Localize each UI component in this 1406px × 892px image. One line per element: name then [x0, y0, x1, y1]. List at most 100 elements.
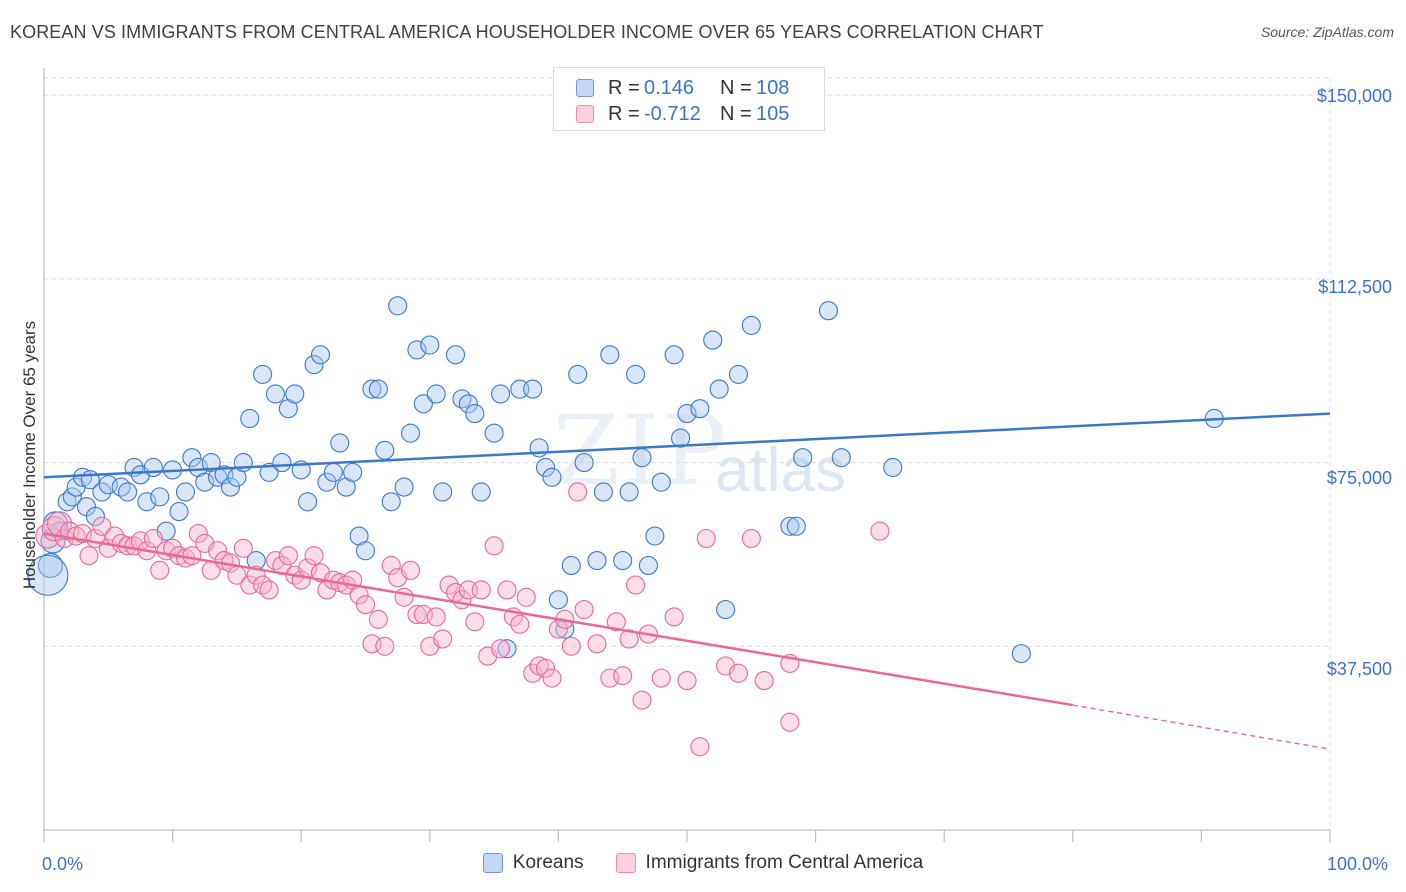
- korean-point: [111, 477, 131, 497]
- korean-point: [632, 448, 652, 468]
- korean-point: [619, 482, 639, 502]
- central-america-point: [394, 587, 414, 607]
- legend-item-koreans[interactable]: Koreans: [482, 852, 584, 874]
- korean-point: [484, 423, 504, 443]
- korean-point: [523, 379, 543, 399]
- central-america-point: [381, 555, 401, 576]
- central-america-point: [407, 604, 427, 624]
- korean-point: [265, 384, 286, 404]
- korean-point: [1011, 644, 1031, 664]
- central-america-point: [606, 612, 626, 632]
- korean-point: [587, 551, 607, 571]
- korean-point: [709, 379, 729, 399]
- korean-point: [490, 384, 511, 404]
- korean-point: [786, 516, 806, 536]
- central-america-point: [632, 690, 652, 710]
- korean-point: [394, 477, 414, 497]
- x-tick-label: 0.0%: [42, 854, 84, 874]
- central-america-point: [259, 580, 279, 600]
- y-tick-label: $75,000: [1326, 468, 1392, 488]
- korean-point: [150, 487, 170, 507]
- korean-point: [433, 482, 453, 502]
- central-america-point: [613, 666, 633, 686]
- legend-swatch-pink: [576, 105, 594, 123]
- korean-point: [253, 364, 273, 384]
- korean-point: [793, 448, 813, 468]
- korean-point: [304, 355, 324, 375]
- korean-point: [465, 404, 485, 424]
- central-america-point: [433, 629, 453, 649]
- korean-point: [690, 399, 710, 419]
- watermark-atlas: atlas: [715, 436, 846, 505]
- central-america-point: [150, 560, 170, 580]
- korean-point: [73, 467, 93, 487]
- korean-point: [272, 453, 292, 473]
- central-america-point: [728, 663, 748, 683]
- n-value: 108: [756, 76, 790, 99]
- korean-point: [568, 364, 588, 384]
- trend-line-central-america-extension: [1072, 704, 1331, 750]
- korean-point: [118, 482, 138, 502]
- central-america-point: [754, 671, 774, 691]
- korean-point: [818, 301, 839, 321]
- korean-point: [285, 384, 305, 404]
- central-america-point: [587, 634, 607, 654]
- korean-point: [741, 315, 761, 335]
- korean-point: [182, 448, 202, 468]
- korean-point: [542, 467, 562, 487]
- chart-title: KOREAN VS IMMIGRANTS FROM CENTRAL AMERIC…: [10, 22, 1044, 42]
- korean-point: [407, 340, 427, 360]
- central-america-point: [400, 560, 421, 580]
- central-america-point: [484, 536, 504, 556]
- series-koreans: [27, 296, 1224, 664]
- korean-point: [613, 551, 633, 571]
- korean-point: [298, 492, 318, 512]
- korean-point: [310, 345, 331, 365]
- r-value: -0.712: [644, 102, 701, 125]
- grid-lines: [44, 77, 1331, 830]
- korean-point: [143, 457, 163, 478]
- y-axis-label: Householder Income Over 65 years: [20, 320, 39, 590]
- correlation-legend: R = 0.146 N = 108 R = -0.712 N = 105: [553, 67, 825, 131]
- korean-point: [368, 379, 388, 399]
- korean-point: [780, 516, 800, 536]
- axes: [43, 68, 1331, 842]
- source-label: Source: ZipAtlas.com: [1260, 24, 1394, 40]
- r-label: R =: [608, 76, 640, 99]
- korean-point: [62, 487, 82, 507]
- legend-swatch-blue: [482, 853, 503, 873]
- korean-point: [362, 379, 382, 399]
- korean-point: [137, 492, 157, 512]
- korean-point: [343, 462, 363, 482]
- central-america-point: [561, 636, 581, 656]
- y-tick-label: $150,000: [1316, 86, 1392, 106]
- central-america-point: [375, 636, 395, 656]
- legend-row-central-america: R = -0.712 N = 105: [576, 102, 789, 126]
- central-america-point: [163, 538, 183, 558]
- korean-point: [445, 345, 466, 365]
- korean-point: [651, 472, 671, 492]
- korean-point: [37, 552, 63, 579]
- legend-row-koreans: R = 0.146 N = 108: [576, 76, 789, 100]
- korean-point: [883, 457, 903, 478]
- korean-point: [593, 482, 613, 502]
- central-america-point: [278, 546, 298, 566]
- korean-point: [420, 335, 440, 355]
- central-america-point: [143, 528, 163, 549]
- central-america-point: [690, 737, 710, 757]
- y-tick-label: $112,500: [1318, 277, 1392, 297]
- korean-point: [259, 462, 279, 482]
- korean-point: [323, 462, 343, 482]
- korean-point: [716, 599, 736, 620]
- legend-item-central-america[interactable]: Immigrants from Central America: [615, 852, 923, 874]
- central-america-point: [79, 546, 99, 566]
- series-legend: Koreans Immigrants from Central America: [0, 852, 1406, 874]
- korean-point: [728, 364, 748, 384]
- korean-point: [831, 448, 851, 468]
- korean-point: [664, 345, 684, 365]
- central-america-point: [870, 521, 890, 541]
- trend-line-central-america: [43, 532, 1074, 707]
- central-america-point: [626, 575, 646, 595]
- r-value: 0.146: [644, 76, 695, 99]
